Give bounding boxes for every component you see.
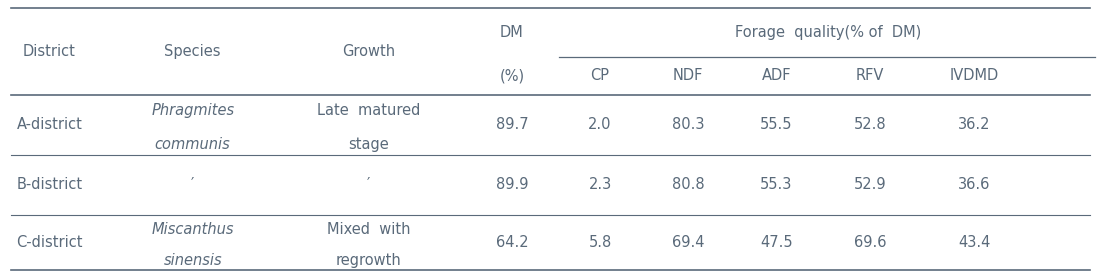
Text: ADF: ADF <box>762 68 791 83</box>
Text: Growth: Growth <box>342 44 395 59</box>
Text: ′: ′ <box>367 177 371 192</box>
Text: 89.9: 89.9 <box>495 177 528 192</box>
Text: DM: DM <box>500 25 524 40</box>
Text: 5.8: 5.8 <box>588 235 612 250</box>
Text: Species: Species <box>164 44 221 59</box>
Text: 55.3: 55.3 <box>760 177 793 192</box>
Text: Phragmites: Phragmites <box>151 103 235 118</box>
Text: IVDMD: IVDMD <box>950 68 999 83</box>
Text: C-district: C-district <box>17 235 83 250</box>
Text: A-district: A-district <box>17 117 83 132</box>
Text: sinensis: sinensis <box>163 253 222 268</box>
Text: District: District <box>23 44 76 59</box>
Text: NDF: NDF <box>673 68 704 83</box>
Text: 64.2: 64.2 <box>495 235 528 250</box>
Text: B-district: B-district <box>17 177 83 192</box>
Text: 89.7: 89.7 <box>495 117 528 132</box>
Text: 2.0: 2.0 <box>588 117 612 132</box>
Text: regrowth: regrowth <box>336 253 402 268</box>
Text: CP: CP <box>590 68 610 83</box>
Text: (%): (%) <box>500 68 524 83</box>
Text: 52.8: 52.8 <box>853 117 886 132</box>
Text: Forage  quality(% of  DM): Forage quality(% of DM) <box>734 25 922 40</box>
Text: 36.6: 36.6 <box>958 177 991 192</box>
Text: 80.3: 80.3 <box>672 117 705 132</box>
Text: 2.3: 2.3 <box>588 177 612 192</box>
Text: Miscanthus: Miscanthus <box>152 222 233 237</box>
Text: Late  matured: Late matured <box>317 103 421 118</box>
Text: 43.4: 43.4 <box>958 235 991 250</box>
Text: 69.6: 69.6 <box>853 235 886 250</box>
Text: 47.5: 47.5 <box>760 235 793 250</box>
Text: 36.2: 36.2 <box>958 117 991 132</box>
Text: ′: ′ <box>190 177 195 192</box>
Text: RFV: RFV <box>855 68 884 83</box>
Text: 55.5: 55.5 <box>760 117 793 132</box>
Text: 80.8: 80.8 <box>672 177 705 192</box>
Text: 52.9: 52.9 <box>853 177 886 192</box>
Text: stage: stage <box>348 137 390 152</box>
Text: communis: communis <box>155 137 230 152</box>
Text: 69.4: 69.4 <box>672 235 705 250</box>
Text: Mixed  with: Mixed with <box>327 222 411 237</box>
